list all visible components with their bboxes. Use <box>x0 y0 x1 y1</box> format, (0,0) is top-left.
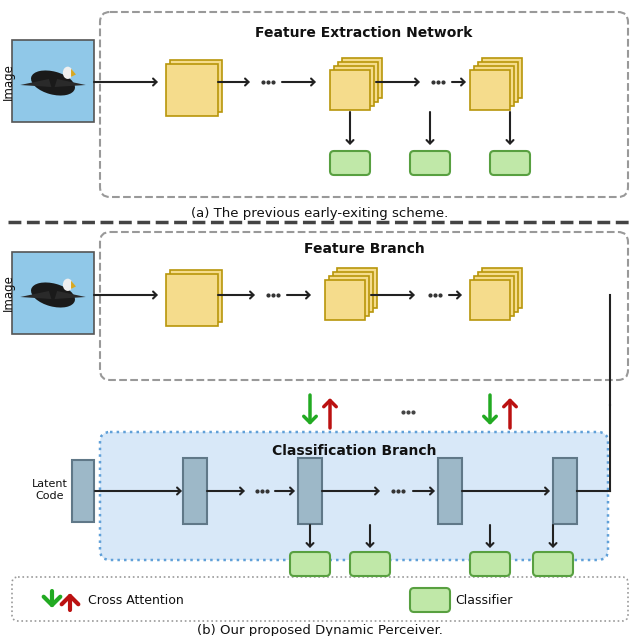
Bar <box>338 62 378 102</box>
Polygon shape <box>54 79 86 87</box>
Bar <box>166 274 218 326</box>
Bar <box>333 272 373 312</box>
FancyBboxPatch shape <box>100 432 608 560</box>
Bar <box>166 64 218 116</box>
Bar <box>478 62 518 102</box>
Bar <box>329 276 369 316</box>
Text: Feature Extraction Network: Feature Extraction Network <box>255 26 473 40</box>
FancyBboxPatch shape <box>330 151 370 175</box>
Bar <box>474 276 514 316</box>
FancyBboxPatch shape <box>490 151 530 175</box>
Bar <box>12 40 94 122</box>
Text: (b) Our proposed Dynamic Perceiver.: (b) Our proposed Dynamic Perceiver. <box>197 624 443 636</box>
Text: Feature Branch: Feature Branch <box>303 242 424 256</box>
FancyBboxPatch shape <box>100 12 628 197</box>
Text: Classifier: Classifier <box>455 593 513 607</box>
Bar <box>553 458 577 524</box>
FancyBboxPatch shape <box>470 552 510 576</box>
Ellipse shape <box>31 282 75 308</box>
FancyBboxPatch shape <box>100 232 628 380</box>
Bar <box>325 280 365 320</box>
Polygon shape <box>20 79 51 87</box>
Polygon shape <box>20 291 51 299</box>
Bar <box>330 70 370 110</box>
Bar <box>72 460 94 522</box>
Text: Image: Image <box>1 275 15 312</box>
Text: Latent
Code: Latent Code <box>32 479 68 501</box>
Ellipse shape <box>63 279 73 291</box>
Bar <box>478 272 518 312</box>
Bar <box>183 458 207 524</box>
FancyBboxPatch shape <box>410 588 450 612</box>
Bar <box>438 458 462 524</box>
Bar <box>170 270 222 322</box>
Bar <box>474 66 514 106</box>
Bar <box>337 268 377 308</box>
Polygon shape <box>71 69 76 77</box>
Bar <box>334 66 374 106</box>
Polygon shape <box>54 291 86 299</box>
Bar <box>482 58 522 98</box>
Bar <box>12 252 94 334</box>
Text: Cross Attention: Cross Attention <box>88 593 184 607</box>
Bar <box>470 280 510 320</box>
FancyBboxPatch shape <box>410 151 450 175</box>
Polygon shape <box>71 280 76 289</box>
Bar <box>482 268 522 308</box>
Bar <box>170 60 222 112</box>
FancyBboxPatch shape <box>533 552 573 576</box>
Ellipse shape <box>31 71 75 95</box>
Bar <box>470 70 510 110</box>
Ellipse shape <box>63 67 73 79</box>
Text: Classification Branch: Classification Branch <box>272 444 436 458</box>
Bar <box>298 458 322 524</box>
FancyBboxPatch shape <box>12 577 628 621</box>
Bar <box>342 58 382 98</box>
FancyBboxPatch shape <box>290 552 330 576</box>
Text: Image: Image <box>1 64 15 100</box>
FancyBboxPatch shape <box>350 552 390 576</box>
Text: (a) The previous early-exiting scheme.: (a) The previous early-exiting scheme. <box>191 207 449 220</box>
